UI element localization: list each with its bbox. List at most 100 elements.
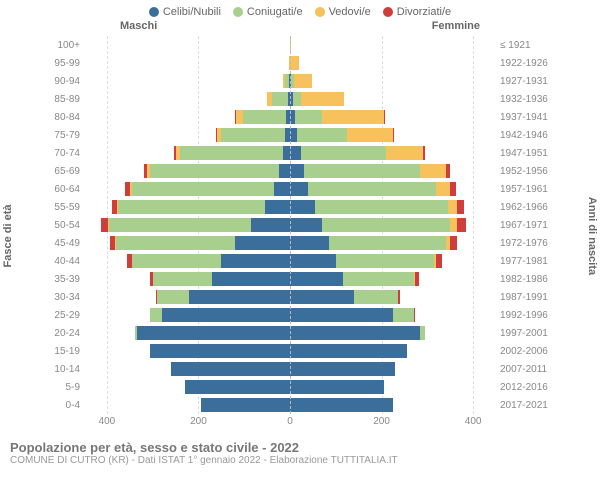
bar-segment	[290, 164, 304, 178]
bar-segment	[415, 272, 419, 286]
female-bar	[290, 362, 395, 376]
female-bar	[290, 146, 425, 160]
bar-segment	[221, 254, 290, 268]
pyramid-row: 70-74 1947-1951	[50, 144, 550, 162]
female-header: Femmine	[432, 20, 480, 32]
bar-segment	[384, 110, 385, 124]
bar-segment	[420, 164, 445, 178]
bar-segment	[150, 164, 278, 178]
bar-segment	[290, 128, 297, 142]
bar-segment	[329, 236, 446, 250]
year-label: 1937-1941	[496, 112, 550, 123]
x-tick: 200	[373, 416, 390, 427]
bar-segment	[272, 92, 288, 106]
bar-segment	[398, 290, 400, 304]
bar-segment	[290, 380, 384, 394]
pyramid-row: 35-391982-1986	[50, 270, 550, 288]
female-bar	[290, 56, 299, 70]
pyramid-row: 30-34 1987-1991	[50, 288, 550, 306]
bar-segment	[308, 182, 436, 196]
age-label: 85-89	[50, 94, 84, 105]
bar-segment	[132, 254, 221, 268]
bar-segment	[189, 290, 290, 304]
age-label: 65-69	[50, 166, 84, 177]
bar-segment	[450, 182, 455, 196]
legend: Celibi/Nubili Coniugati/e Vedovi/e Divorzia…	[0, 0, 600, 20]
year-label: 2002-2006	[496, 346, 550, 357]
age-label: 0-4	[50, 400, 84, 411]
bar-segment	[420, 326, 425, 340]
age-label: 60-64	[50, 184, 84, 195]
male-bar	[267, 92, 290, 106]
bar-segment	[446, 164, 451, 178]
legend-item: Divorziati/e	[383, 6, 451, 18]
bar-segment	[290, 236, 329, 250]
pyramid-row: 10-142007-2011	[50, 360, 550, 378]
year-label: 1947-1951	[496, 148, 550, 159]
bar-segment	[301, 92, 344, 106]
female-bar	[290, 110, 385, 124]
bar-segment	[290, 398, 393, 412]
bar-segment	[294, 74, 312, 88]
y-label-right: Anni di nascita	[586, 197, 598, 275]
age-label: 75-79	[50, 130, 84, 141]
bar-segment	[290, 200, 315, 214]
year-label: 1972-1976	[496, 238, 550, 249]
female-bar	[290, 398, 393, 412]
year-label: 1977-1981	[496, 256, 550, 267]
female-bar	[290, 236, 457, 250]
bar-segment	[265, 200, 290, 214]
pyramid-row: 100+≤ 1921	[50, 36, 550, 54]
bar-segment	[336, 254, 434, 268]
age-label: 30-34	[50, 292, 84, 303]
age-label: 35-39	[50, 274, 84, 285]
bar-segment	[109, 218, 251, 232]
bar-segment	[150, 308, 161, 322]
age-label: 100+	[50, 40, 84, 51]
legend-item: Coniugati/e	[233, 6, 303, 18]
age-label: 80-84	[50, 112, 84, 123]
male-bar	[171, 362, 290, 376]
year-label: 1952-1956	[496, 166, 550, 177]
bar-segment	[393, 308, 414, 322]
pyramid-row: 15-192002-2006	[50, 342, 550, 360]
bar-segment	[450, 218, 457, 232]
male-bar	[174, 146, 290, 160]
bar-segment	[386, 146, 423, 160]
legend-item: Celibi/Nubili	[149, 6, 221, 18]
year-label: 1962-1966	[496, 202, 550, 213]
bar-segment	[290, 290, 354, 304]
bar-segment	[436, 182, 450, 196]
bar-segment	[290, 326, 420, 340]
age-label: 70-74	[50, 148, 84, 159]
male-bar	[135, 326, 290, 340]
female-bar	[290, 218, 466, 232]
year-label: 1987-1991	[496, 292, 550, 303]
male-bar	[111, 200, 290, 214]
bar-segment	[101, 218, 108, 232]
year-label: 1942-1946	[496, 130, 550, 141]
male-bar	[216, 128, 290, 142]
legend-label: Vedovi/e	[329, 6, 371, 18]
female-bar	[290, 200, 464, 214]
year-label: 2012-2016	[496, 382, 550, 393]
gender-headers: Maschi Femmine	[0, 20, 600, 36]
bar-segment	[343, 272, 414, 286]
bar-segment	[132, 182, 274, 196]
age-label: 50-54	[50, 220, 84, 231]
bar-segment	[290, 218, 322, 232]
bar-segment	[118, 200, 264, 214]
bar-segment	[236, 110, 243, 124]
bar-segment	[304, 164, 421, 178]
bar-segment	[347, 128, 393, 142]
bar-segment	[290, 182, 308, 196]
bar-segment	[212, 272, 290, 286]
x-tick: 0	[287, 416, 293, 427]
age-label: 10-14	[50, 364, 84, 375]
year-label: 1967-1971	[496, 220, 550, 231]
bar-segment	[157, 290, 189, 304]
chart-area: Fasce di età Anni di nascita 100+≤ 19219…	[0, 36, 600, 436]
pyramid-row: 45-491972-1976	[50, 234, 550, 252]
age-label: 25-29	[50, 310, 84, 321]
y-label-left: Fasce di età	[2, 205, 14, 268]
